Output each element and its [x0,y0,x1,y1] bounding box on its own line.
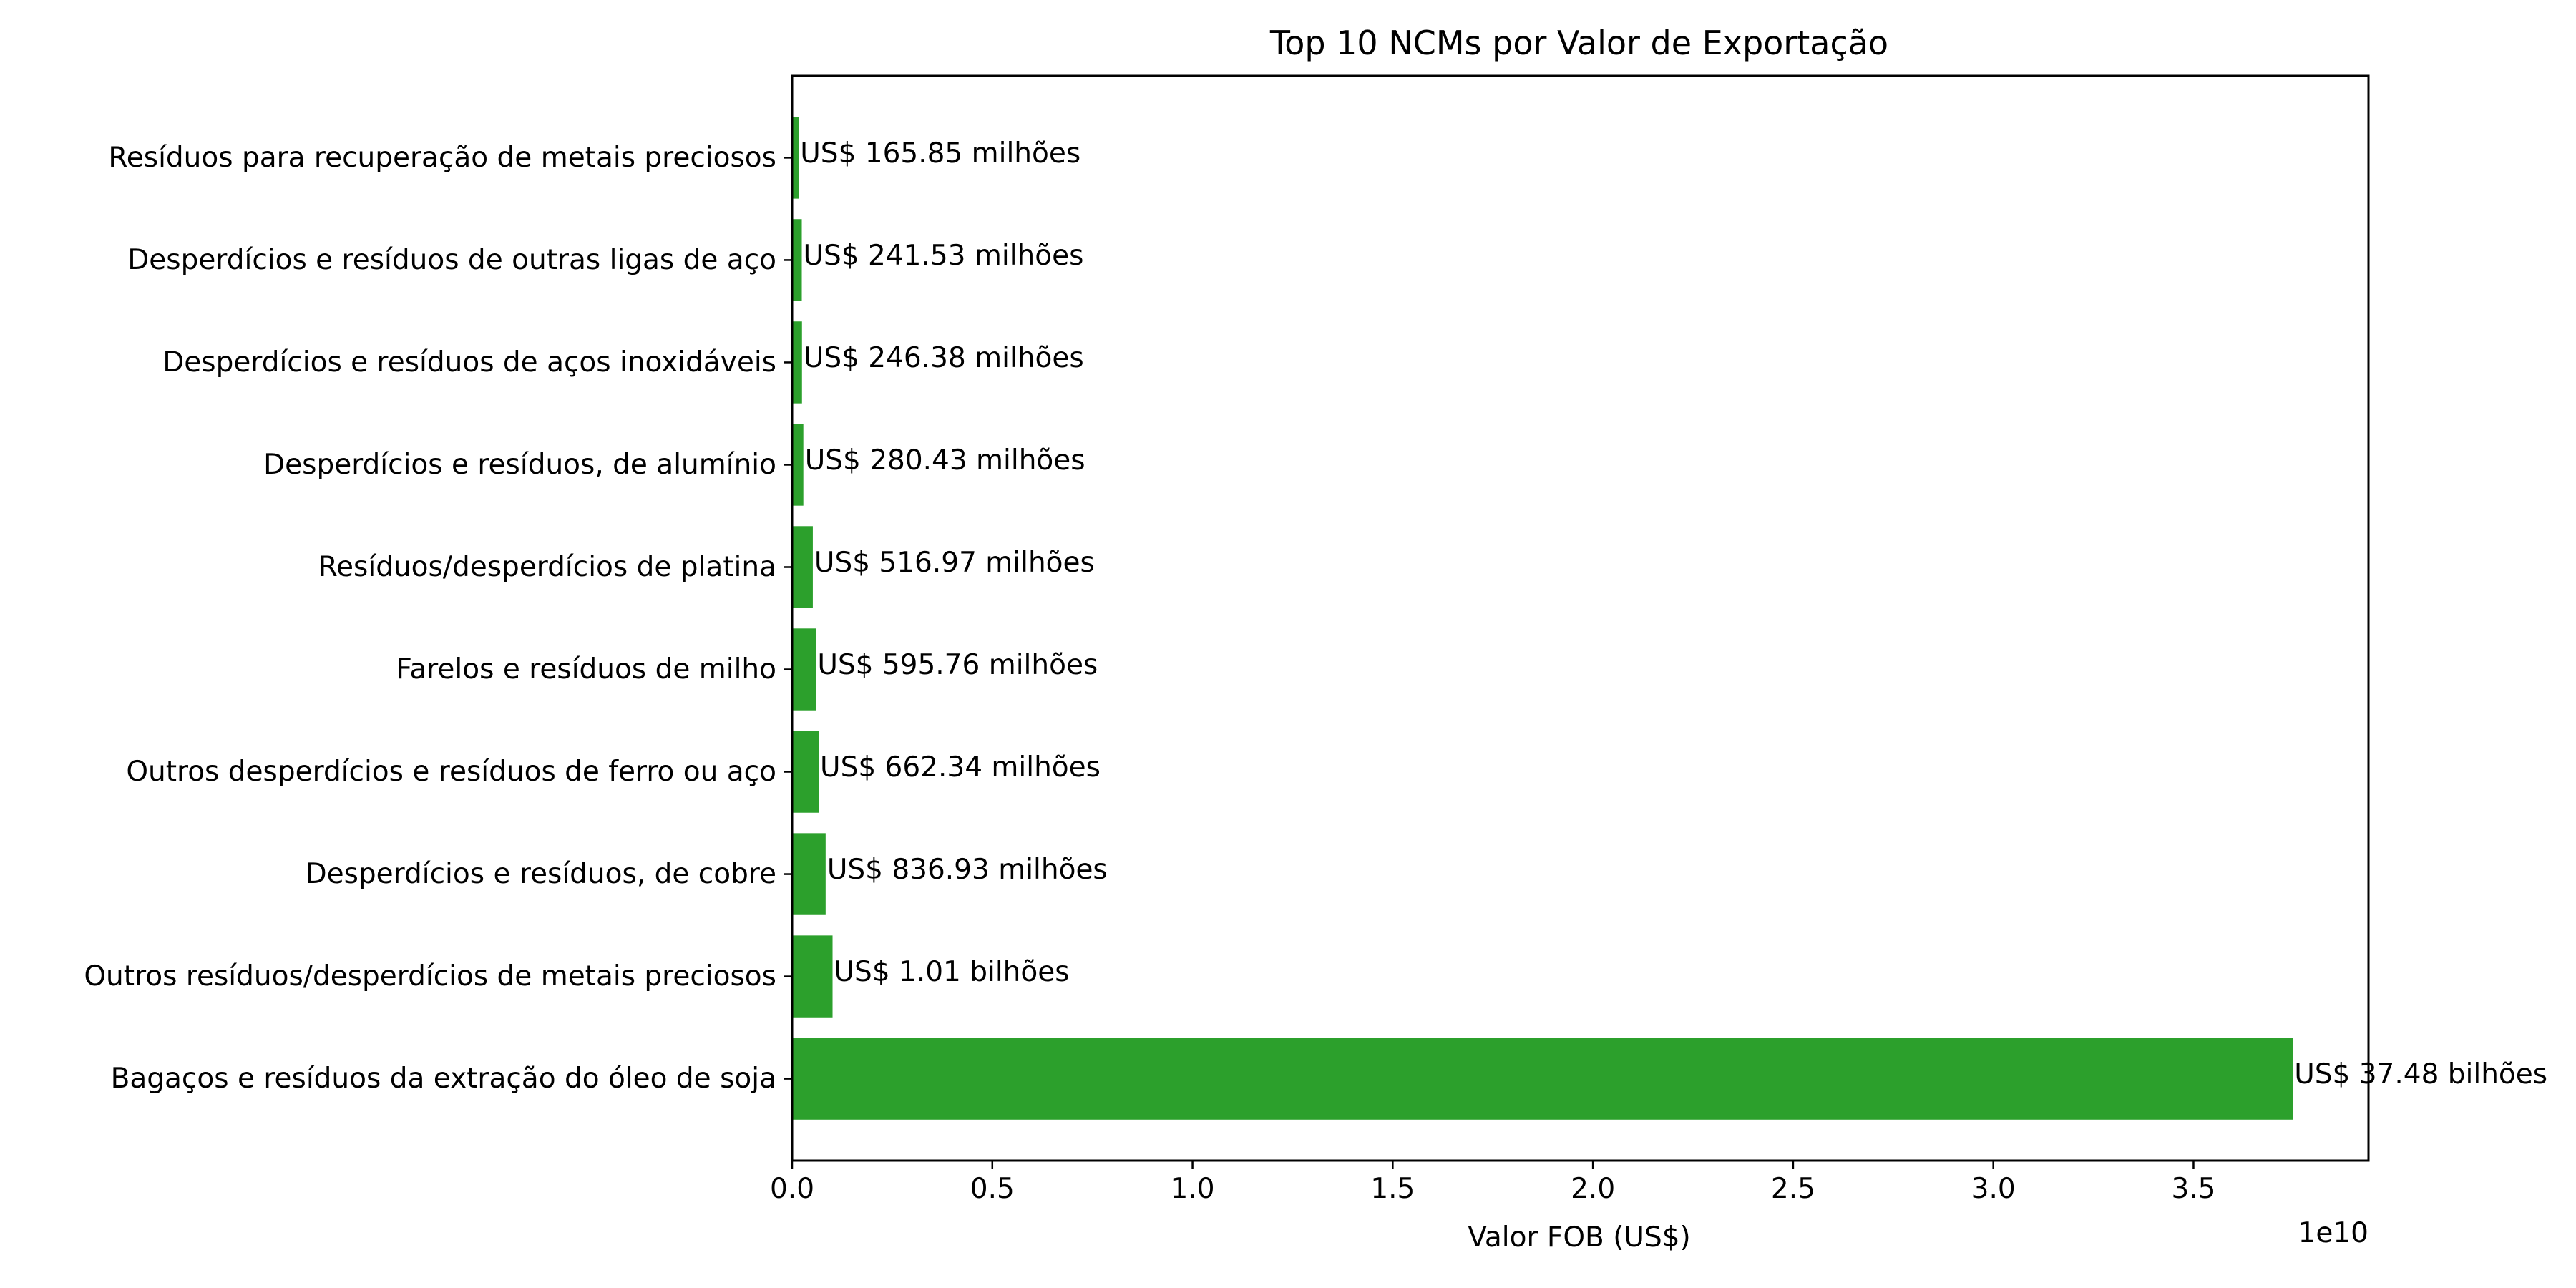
chart-title: Top 10 NCMs por Valor de Exportação [1269,24,1888,62]
bar [792,628,816,711]
x-tick-label: 3.5 [2171,1173,2215,1205]
x-axis-offset-label: 1e10 [2298,1217,2368,1249]
value-label: US$ 595.76 milhões [817,649,1098,681]
x-tick-label: 1.5 [1370,1173,1415,1205]
value-label: US$ 246.38 milhões [804,342,1084,374]
x-tick-label: 2.5 [1771,1173,1815,1205]
x-tick-label: 3.0 [1971,1173,2016,1205]
category-label: Resíduos/desperdícios de platina [318,551,776,583]
bar [792,219,802,301]
value-label: US$ 280.43 milhões [805,444,1085,477]
bar [792,117,799,199]
x-tick-label: 0.0 [770,1173,814,1205]
bars-group [792,117,2293,1120]
x-tick-label: 2.0 [1571,1173,1615,1205]
value-labels: US$ 37.48 bilhões US$ 1.01 bilhões US$ 836… [800,137,2547,1091]
x-tick-label: 1.0 [1171,1173,1215,1205]
plot-frame [791,74,2370,1162]
category-label: Outros desperdícios e resíduos de ferro … [126,756,776,788]
x-tick-label: 0.5 [970,1173,1015,1205]
value-label: US$ 662.34 milhões [820,751,1101,784]
category-label: Desperdícios e resíduos, de cobre [306,858,776,890]
category-label: Farelos e resíduos de milho [396,653,777,686]
bar [792,731,819,813]
category-labels: Bagaços e resíduos da extração do óleo d… [84,142,792,1095]
value-label: US$ 1.01 bilhões [834,956,1070,988]
x-axis-label: Valor FOB (US$) [1468,1221,1691,1254]
bar [792,1038,2293,1120]
category-label: Desperdícios e resíduos, de alumínio [263,449,776,481]
value-label: US$ 516.97 milhões [814,547,1095,579]
category-label: Resíduos para recuperação de metais prec… [108,142,776,174]
value-label: US$ 836.93 milhões [827,854,1108,886]
value-label: US$ 241.53 milhões [804,240,1084,272]
x-axis-ticks: 0.0 0.5 1.0 1.5 2.0 2.5 3.0 3.5 [770,1161,2215,1205]
bar [792,833,826,915]
category-label: Outros resíduos/desperdícios de metais p… [84,960,776,992]
category-label: Desperdícios e resíduos de outras ligas … [127,244,776,276]
category-label: Bagaços e resíduos da extração do óleo d… [111,1063,776,1095]
category-label: Desperdícios e resíduos de aços inoxidáv… [162,346,776,379]
bar [792,424,804,506]
bar [792,321,802,404]
bar [792,526,813,608]
value-label: US$ 37.48 bilhões [2294,1058,2547,1091]
bar [792,935,833,1018]
value-label: US$ 165.85 milhões [800,137,1080,170]
